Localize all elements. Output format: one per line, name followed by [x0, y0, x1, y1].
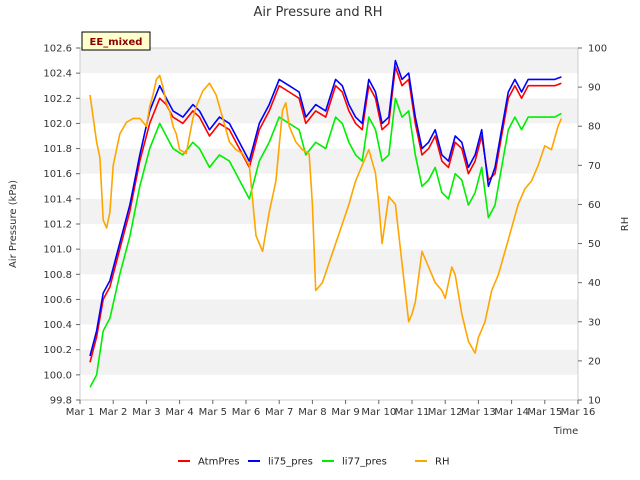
x-tick-label: Mar 14: [494, 407, 529, 418]
series-layer: [89, 59, 563, 388]
y-axis-title: Air Pressure (kPa): [8, 180, 19, 268]
y2-tick-label: 30: [588, 317, 601, 328]
y-tick-label: 101.2: [43, 220, 72, 231]
y-tick-label: 100.4: [43, 320, 72, 331]
grid-band: [80, 324, 578, 350]
y-tick-label: 102.6: [43, 44, 72, 55]
y2-tick-label: 80: [588, 122, 601, 133]
y2-tick-label: 20: [588, 356, 601, 367]
y-tick-label: 101.6: [43, 169, 72, 180]
legend-label-RH: RH: [435, 457, 449, 468]
x-tick-label: Mar 13: [461, 407, 496, 418]
x-tick-label: Mar 15: [527, 407, 562, 418]
site-label-box: EE_mixed: [81, 31, 151, 51]
grid-band: [80, 349, 578, 375]
y2-tick-label: 10: [588, 396, 601, 407]
y-tick-label: 101.8: [43, 144, 72, 155]
x-tick-label: Mar 6: [232, 407, 260, 418]
y-tick-label: 102.0: [43, 119, 72, 130]
y-tick-label: 102.4: [43, 69, 72, 80]
legend-label-li77_pres: li77_pres: [342, 457, 387, 468]
grid-band: [80, 224, 578, 250]
y2-axis-title: RH: [620, 217, 631, 231]
grid-band: [80, 274, 578, 300]
legend-label-li75_pres: li75_pres: [268, 457, 313, 468]
y-tick-label: 100.6: [43, 295, 72, 306]
y-tick-label: 100.0: [43, 370, 72, 381]
series-line-RH: [89, 74, 563, 354]
grid-band: [80, 198, 578, 224]
grid-band: [80, 374, 578, 400]
chart-title: Air Pressure and RH: [253, 5, 382, 20]
x-tick-label: Mar 5: [199, 407, 227, 418]
y2-tick-label: 40: [588, 278, 601, 289]
x-tick-label: Mar 10: [361, 407, 396, 418]
series-line-li77_pres: [89, 97, 562, 388]
y-axis: 99.8 100.0 100.2 100.4 100.6 100.8 101.0 101.2 1…: [43, 44, 80, 407]
site-label: EE_mixed: [90, 37, 143, 48]
y-tick-label: 100.2: [43, 345, 72, 356]
x-tick-label: Mar 1: [66, 407, 94, 418]
y2-tick-label: 60: [588, 200, 601, 211]
y2-tick-label: 100: [588, 44, 607, 55]
y-tick-label: 102.2: [43, 94, 72, 105]
series-line-AtmPres: [89, 66, 562, 363]
grid-band: [80, 299, 578, 325]
x-tick-label: Mar 12: [428, 407, 463, 418]
x-tick-label: Mar 3: [132, 407, 160, 418]
y-tick-label: 101.4: [43, 194, 72, 205]
x-tick-label: Mar 7: [265, 407, 293, 418]
y2-axis: 10 20 30 40 50 60 70 80 90 100: [578, 44, 607, 407]
series-line-li75_pres: [89, 59, 562, 357]
y2-tick-label: 50: [588, 239, 601, 250]
x-tick-label: Mar 2: [99, 407, 127, 418]
x-tick-label: Mar 8: [298, 407, 326, 418]
legend: AtmPres li75_pres li77_pres RH: [178, 457, 449, 468]
y2-tick-label: 70: [588, 161, 601, 172]
grid-band: [80, 173, 578, 199]
grid-band: [80, 48, 578, 74]
y-tick-label: 101.0: [43, 245, 72, 256]
x-tick-label: Mar 11: [395, 407, 430, 418]
x-tick-label: Mar 4: [165, 407, 193, 418]
y-tick-label: 100.8: [43, 270, 72, 281]
x-tick-label: Mar 9: [331, 407, 359, 418]
y2-tick-label: 90: [588, 83, 601, 94]
x-axis-title: Time: [553, 426, 578, 437]
x-tick-label: Mar 16: [561, 407, 596, 418]
legend-label-AtmPres: AtmPres: [198, 457, 239, 468]
y-tick-label: 99.8: [50, 396, 72, 407]
x-axis: Mar 1 Mar 2 Mar 3 Mar 4 Mar 5 Mar 6 Mar 7 Mar 8…: [66, 400, 596, 418]
